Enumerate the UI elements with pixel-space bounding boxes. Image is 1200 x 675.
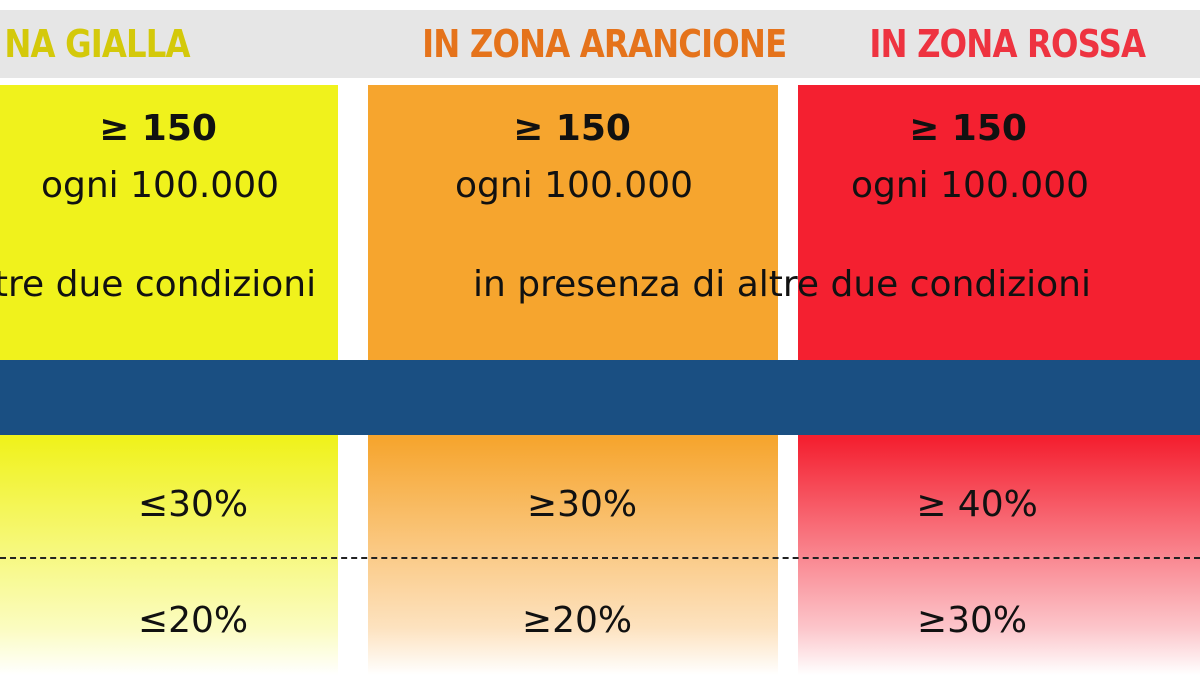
header-band (0, 10, 1200, 78)
per-population: ogni 100.000 (850, 165, 1090, 206)
condition-note: ltre due condizioni (0, 264, 317, 305)
column-header: IN ZONA ARANCIONE (422, 22, 787, 66)
row2-value: ≥30% (916, 600, 1028, 641)
dashed-separator (0, 557, 1200, 559)
per-population: ogni 100.000 (454, 165, 694, 206)
column-header: NA GIALLA (4, 22, 190, 66)
threshold: ≥ 150 (909, 108, 1027, 149)
column-header: IN ZONA ROSSA (869, 22, 1146, 66)
row2-value: ≥20% (521, 600, 633, 641)
threshold: ≥ 150 (99, 108, 217, 149)
row1-value: ≤30% (137, 484, 249, 525)
divider-band (0, 360, 1200, 435)
row1-value: ≥30% (526, 484, 638, 525)
threshold: ≥ 150 (513, 108, 631, 149)
row1-value: ≥ 40% (916, 484, 1038, 525)
row2-value: ≤20% (137, 600, 249, 641)
per-population: ogni 100.000 (40, 165, 280, 206)
condition-note: in presenza di altre due condizioni (473, 264, 1091, 305)
